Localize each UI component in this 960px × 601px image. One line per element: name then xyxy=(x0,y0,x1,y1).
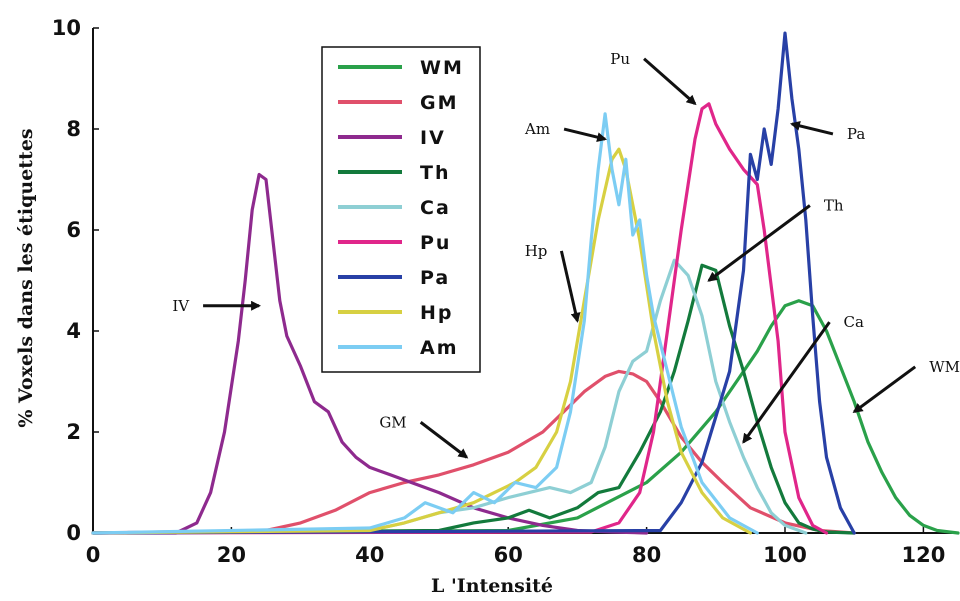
legend-label-pu: Pu xyxy=(420,232,451,254)
x-tick-label: 40 xyxy=(355,543,384,567)
series-line-gm xyxy=(91,369,856,535)
series-line-am xyxy=(91,112,759,535)
series-lines xyxy=(91,31,960,535)
series-line-pu xyxy=(91,102,829,535)
legend-label-gm: GM xyxy=(420,92,459,114)
annotation-label: Pa xyxy=(847,125,865,143)
y-axis-title: % Voxels dans les étiquettes xyxy=(15,128,37,427)
series-line-wm xyxy=(91,299,960,535)
annotation-arrow xyxy=(563,127,608,143)
annotation-arrow xyxy=(559,250,581,323)
legend-label-wm: WM xyxy=(420,57,464,79)
axes: 0 20 40 60 80 100 120 0 2 4 6 8 10 xyxy=(52,16,958,567)
series-line-pa xyxy=(91,31,856,535)
annotations: IV GM Hp Am Pu Pa Th Ca WM xyxy=(172,50,960,459)
x-tick-label: 20 xyxy=(217,543,246,567)
x-tick-label: 120 xyxy=(901,543,945,567)
annotation-label: Pu xyxy=(610,50,630,68)
legend-label-hp: Hp xyxy=(420,302,454,324)
y-tick-label: 10 xyxy=(52,16,81,40)
annotation-arrow xyxy=(419,421,469,459)
series-line-iv xyxy=(91,172,649,535)
legend: WM GM IV Th Ca Pu Pa Hp Am xyxy=(321,46,481,373)
legend-label-iv: IV xyxy=(420,127,446,149)
x-tick-label: 100 xyxy=(763,543,807,567)
legend-label-th: Th xyxy=(420,162,451,184)
annotation-label: Ca xyxy=(843,313,863,331)
annotation-label: WM xyxy=(929,358,960,376)
y-tick-label: 2 xyxy=(66,420,81,444)
annotation-arrow xyxy=(643,57,697,106)
annotation-label: Hp xyxy=(525,242,548,260)
series-line-ca xyxy=(91,258,808,535)
y-tick-label: 0 xyxy=(66,521,81,545)
x-tick-label: 0 xyxy=(86,543,101,567)
annotation-label: GM xyxy=(379,413,406,431)
annotation-arrow xyxy=(742,321,831,444)
annotation-arrow xyxy=(852,365,917,414)
annotation-label: IV xyxy=(172,297,190,315)
y-tick-label: 8 xyxy=(66,117,81,141)
x-tick-label: 80 xyxy=(632,543,661,567)
annotation-label: Th xyxy=(824,197,844,215)
legend-label-pa: Pa xyxy=(420,267,450,289)
legend-label-am: Am xyxy=(420,337,459,359)
annotation-label: Am xyxy=(524,120,550,138)
y-tick-label: 6 xyxy=(66,218,81,242)
x-axis-title: L 'Intensité xyxy=(431,575,553,596)
annotation-arrow xyxy=(789,120,834,136)
y-tick-label: 4 xyxy=(66,319,81,343)
x-tick-label: 60 xyxy=(494,543,523,567)
series-line-th xyxy=(91,263,856,535)
legend-label-ca: Ca xyxy=(420,197,451,219)
annotation-arrow xyxy=(707,204,811,282)
